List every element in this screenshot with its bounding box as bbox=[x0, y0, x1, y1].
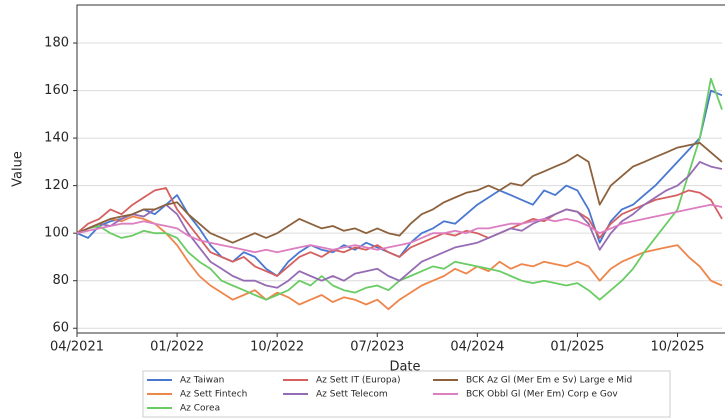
legend-label: Az Sett Fintech bbox=[180, 390, 247, 400]
legend-label: Az Sett Telecom bbox=[316, 390, 388, 400]
series-line bbox=[76, 142, 723, 244]
y-tick-label: 120 bbox=[44, 178, 69, 193]
y-tick-label: 140 bbox=[44, 131, 69, 146]
legend-label: BCK Az Gl (Mer Em e Sv) Large e Mid bbox=[466, 376, 632, 386]
x-tick-label: 10/2025 bbox=[651, 340, 705, 355]
legend-label: Az Corea bbox=[180, 404, 220, 414]
series-line bbox=[76, 203, 723, 254]
legend-label: Az Taiwan bbox=[180, 376, 224, 386]
y-tick-label: 160 bbox=[44, 83, 69, 98]
y-tick-label: 100 bbox=[44, 226, 69, 241]
x-axis-label: Date bbox=[389, 360, 420, 375]
x-tick-label: 01/2022 bbox=[150, 340, 204, 355]
series-line bbox=[76, 187, 723, 277]
series-line bbox=[76, 89, 723, 277]
x-tick-label: 01/2025 bbox=[550, 340, 604, 355]
y-tick-label: 60 bbox=[52, 321, 69, 336]
y-tick-label: 80 bbox=[52, 273, 69, 288]
legend-label: BCK Obbl Gl (Mer Em) Corp e Gov bbox=[466, 390, 618, 400]
plot-frame bbox=[76, 4, 725, 334]
series-line bbox=[76, 161, 723, 289]
legend-box bbox=[142, 370, 671, 418]
series-line bbox=[76, 215, 723, 311]
x-tick-label: 10/2022 bbox=[250, 340, 304, 355]
x-tick-label: 07/2023 bbox=[350, 340, 404, 355]
y-tick-label: 180 bbox=[44, 36, 69, 51]
x-tick-label: 04/2024 bbox=[450, 340, 504, 355]
y-axis-label: Value bbox=[11, 151, 26, 187]
x-tick-label: 04/2021 bbox=[50, 340, 104, 355]
legend-label: Az Sett IT (Europa) bbox=[316, 376, 401, 386]
series-line bbox=[76, 77, 723, 301]
